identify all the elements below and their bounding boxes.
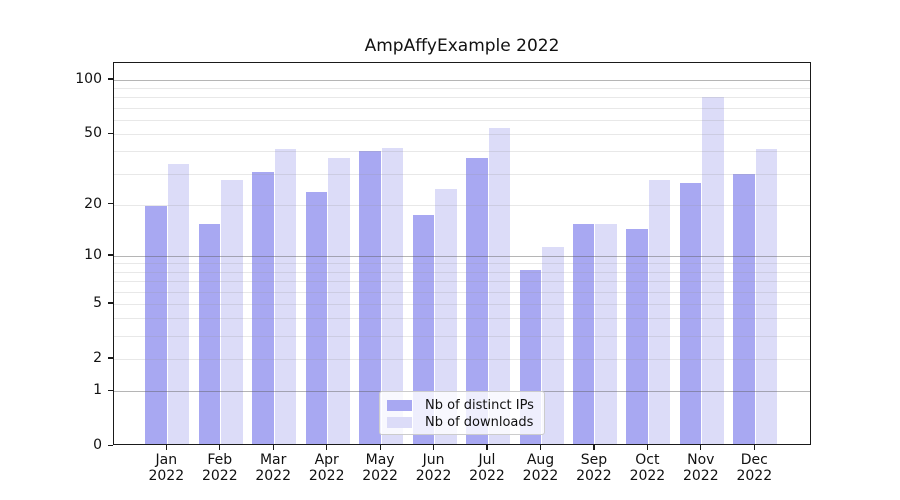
x-tick-mark-jul [486, 445, 488, 450]
x-tick-mark-sep [593, 445, 595, 450]
legend-label-distinct-ips: Nb of distinct IPs [425, 397, 534, 413]
x-tick-label-apr: Apr 2022 [308, 452, 345, 484]
bar-downloads-nov [702, 97, 724, 444]
x-tick-label-aug: Aug 2022 [522, 452, 559, 484]
y-tick-label-0: 0 [93, 437, 102, 453]
bar-distinct-ips-nov [679, 182, 702, 444]
x-tick-label-dec: Dec 2022 [736, 452, 773, 484]
y-tick-label-1: 1 [93, 382, 102, 398]
x-tick-label-jul: Jul 2022 [469, 452, 505, 484]
x-tick-mark-jun [432, 445, 435, 450]
chart-title: AmpAffyExample 2022 [364, 36, 560, 56]
x-tick-label-mar: Mar 2022 [255, 452, 291, 484]
x-tick-mark-apr [326, 445, 328, 450]
bar-downloads-dec [755, 149, 778, 444]
x-tick-label-oct: Oct 2022 [629, 452, 666, 484]
y-tick-mark-20 [108, 203, 113, 205]
bar-downloads-jul [488, 127, 510, 444]
legend: Nb of distinct IPs Nb of downloads [379, 391, 545, 435]
x-tick-label-may: May 2022 [362, 452, 398, 484]
y-tick-label-20: 20 [84, 195, 102, 212]
legend-swatch-downloads [387, 416, 412, 428]
bar-distinct-ips-sep [572, 224, 595, 444]
legend-swatch-distinct-ips [387, 399, 412, 411]
plot-area [113, 62, 811, 445]
y-tick-label-5: 5 [93, 294, 102, 311]
x-tick-label-jan: Jan 2022 [148, 452, 185, 484]
x-tick-mark-feb [219, 445, 221, 450]
y-tick-label-10: 10 [84, 246, 102, 263]
x-tick-mark-aug [539, 445, 542, 450]
bar-distinct-ips-may [359, 151, 381, 444]
bar-distinct-ips-feb [198, 224, 221, 444]
x-tick-mark-nov [700, 445, 702, 450]
bar-downloads-feb [221, 179, 243, 444]
bar-downloads-jan [167, 164, 190, 444]
y-tick-mark-1 [108, 389, 113, 391]
y-tick-label-100: 100 [75, 70, 102, 87]
legend-label-downloads: Nb of downloads [425, 414, 534, 430]
y-tick-mark-5 [108, 302, 113, 304]
bar-downloads-mar [274, 149, 297, 444]
bar-downloads-sep [595, 224, 617, 444]
x-tick-mark-dec [753, 445, 755, 450]
x-tick-label-jun: Jun 2022 [415, 452, 452, 484]
bars-layer [114, 63, 810, 444]
bar-distinct-ips-dec [733, 174, 755, 444]
bar-downloads-may [381, 147, 404, 444]
y-tick-mark-0 [108, 444, 113, 446]
y-tick-mark-10 [108, 254, 113, 256]
legend-item-downloads: Nb of downloads [387, 414, 536, 430]
bar-downloads-jun [435, 188, 457, 444]
y-tick-mark-100 [108, 78, 113, 80]
x-tick-mark-jan [165, 445, 167, 450]
x-tick-label-nov: Nov 2022 [682, 452, 719, 484]
x-tick-label-feb: Feb 2022 [201, 452, 238, 484]
bar-distinct-ips-jan [145, 206, 167, 444]
bar-distinct-ips-mar [252, 171, 274, 444]
x-tick-mark-mar [272, 445, 274, 450]
bar-downloads-aug [542, 246, 564, 444]
x-tick-mark-may [379, 445, 381, 450]
y-tick-label-50: 50 [84, 125, 102, 142]
bar-downloads-apr [328, 157, 350, 444]
bar-distinct-ips-jul [466, 157, 488, 444]
y-tick-mark-2 [108, 357, 113, 359]
bar-distinct-ips-jun [412, 214, 435, 444]
y-tick-label-2: 2 [93, 349, 102, 366]
bar-distinct-ips-apr [305, 191, 328, 444]
x-tick-mark-oct [646, 445, 649, 450]
bar-distinct-ips-oct [626, 229, 648, 444]
bar-downloads-oct [648, 179, 671, 444]
x-tick-label-sep: Sep 2022 [576, 452, 612, 484]
legend-item-distinct-ips: Nb of distinct IPs [387, 397, 536, 413]
y-tick-mark-50 [108, 132, 113, 134]
